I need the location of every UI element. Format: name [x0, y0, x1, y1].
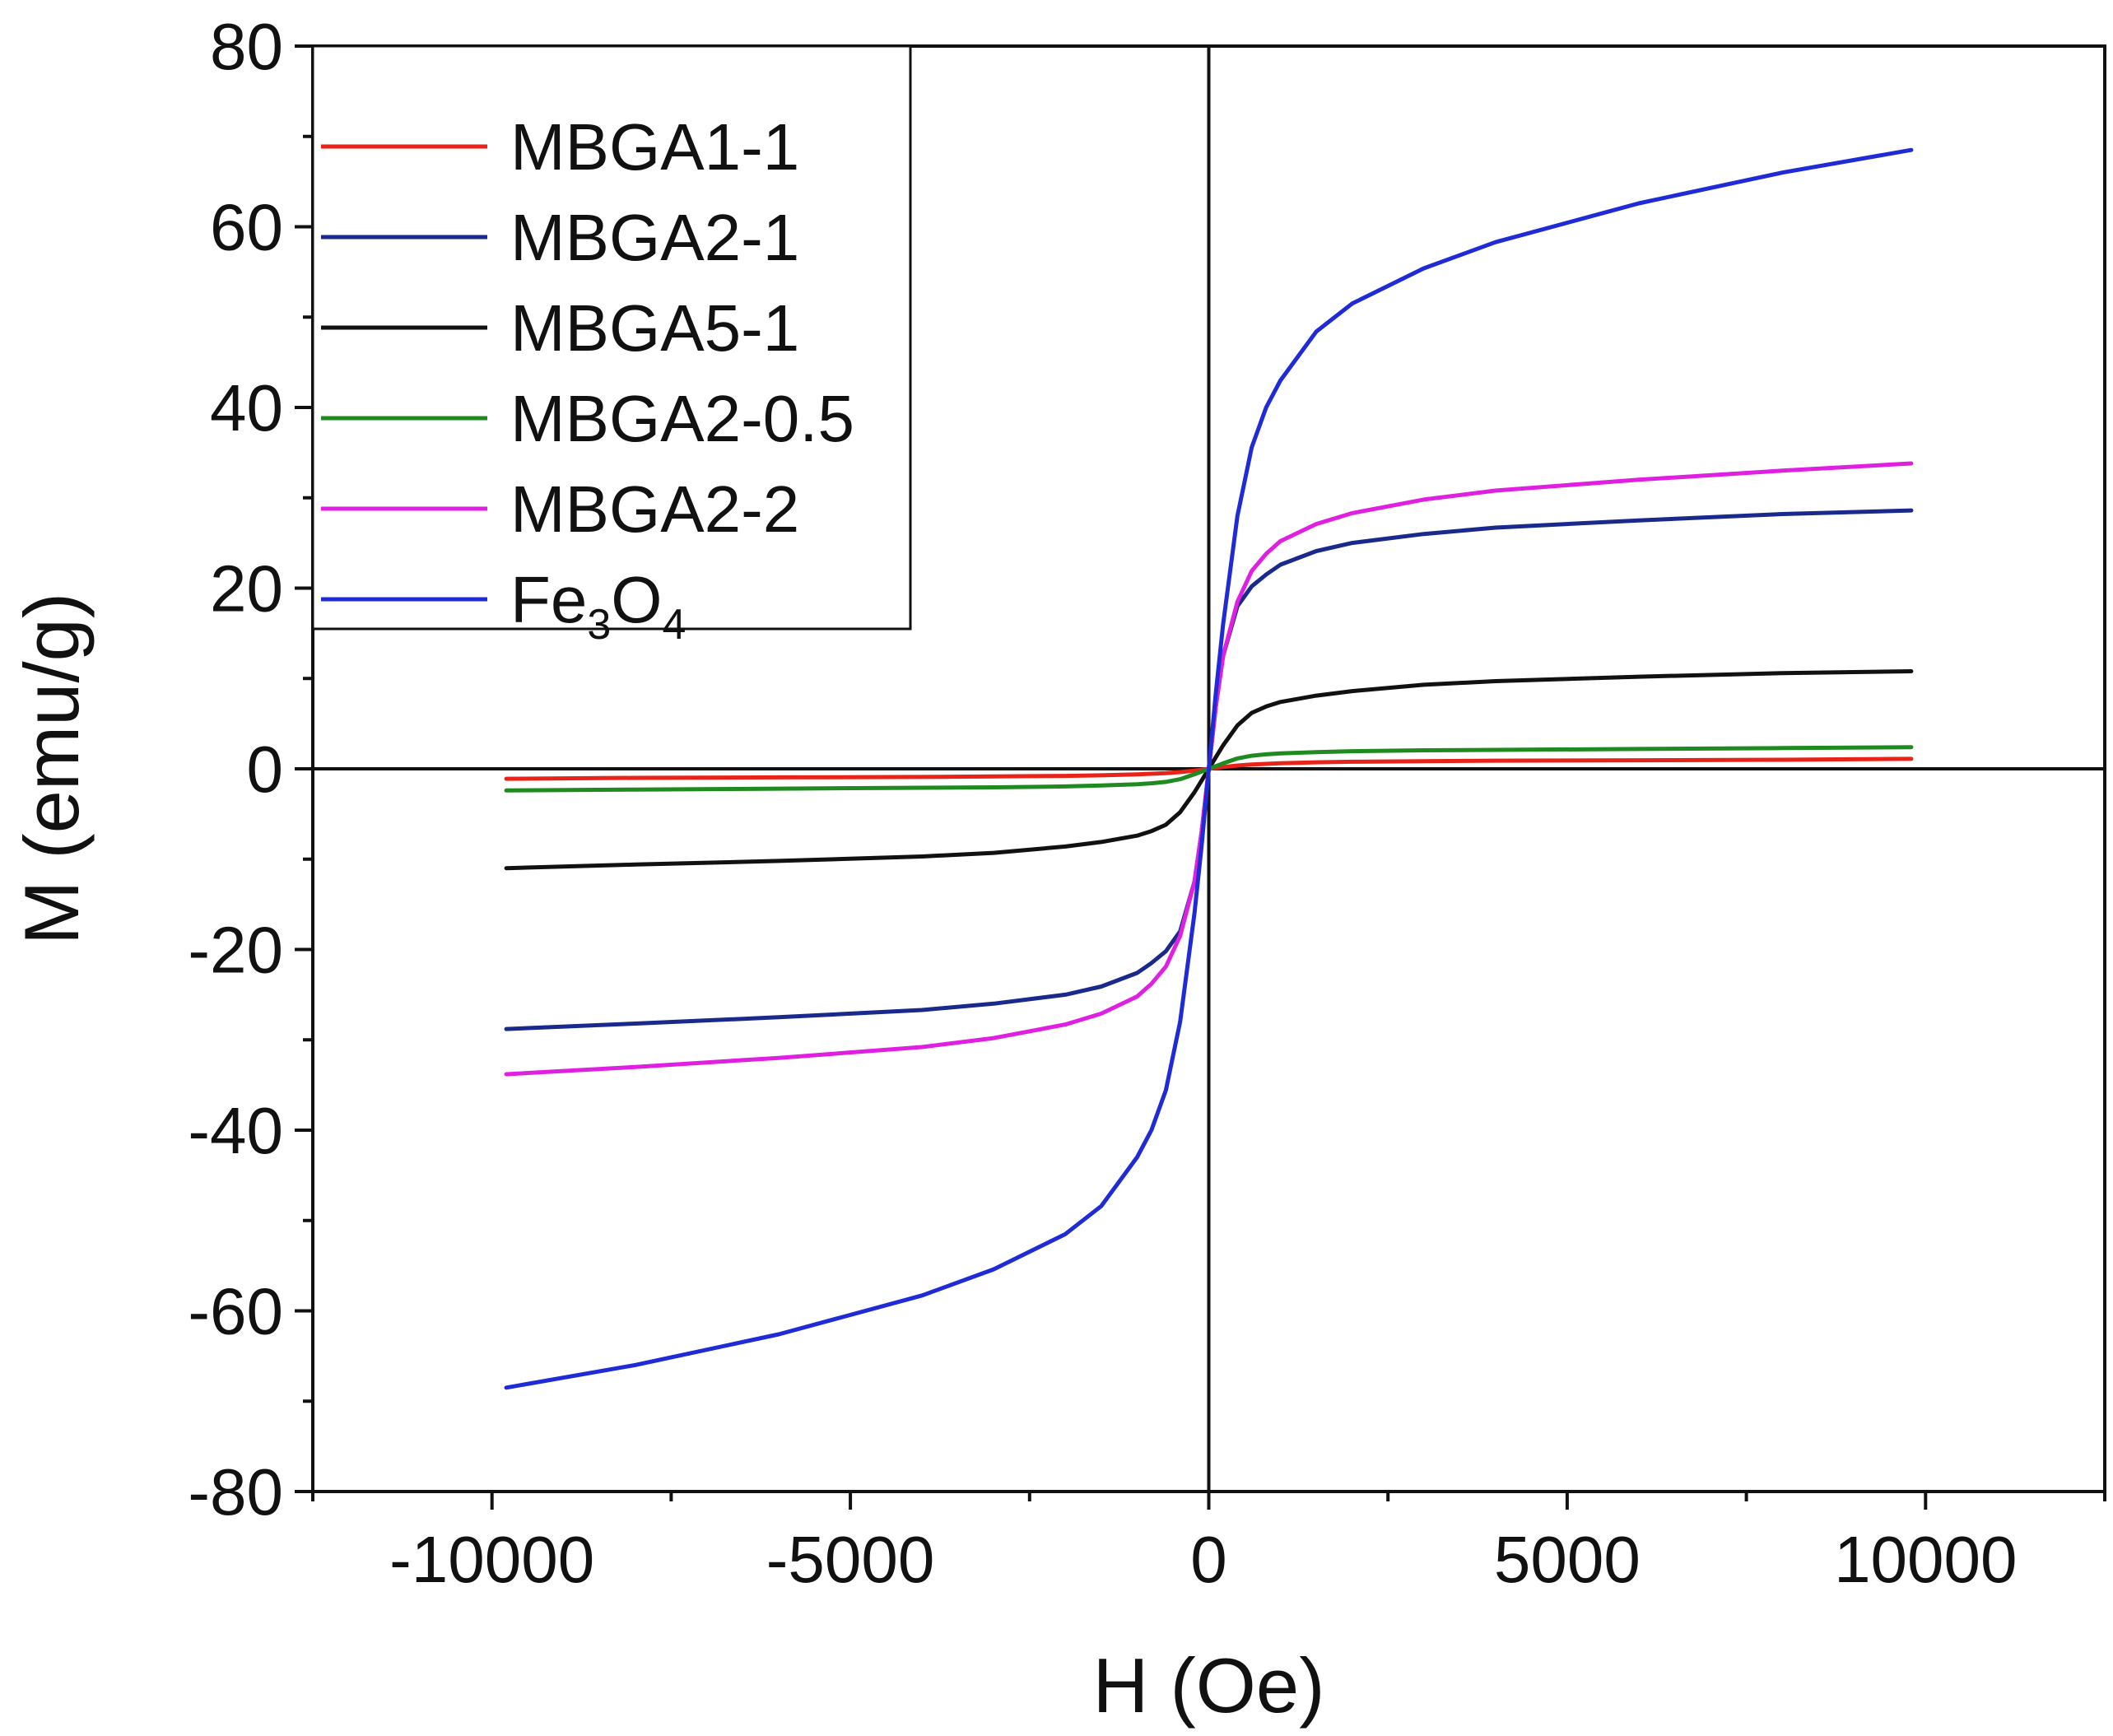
- tick-layer: [295, 44, 2106, 1510]
- legend-label: MBGA2-0.5: [510, 382, 854, 455]
- series-layer: [504, 147, 1914, 1390]
- series-line-fe3o4: [504, 147, 1914, 1390]
- y-tick-label: 60: [210, 191, 283, 264]
- x-tick-label: 0: [1190, 1523, 1227, 1596]
- y-tick-label: 40: [210, 371, 283, 444]
- legend-label: Fe3O4: [510, 563, 686, 649]
- y-axis-title: M (emu/g): [8, 593, 95, 945]
- legend-box: [311, 44, 912, 631]
- x-tick-label: -10000: [389, 1523, 594, 1596]
- y-tick-label: -40: [188, 1094, 283, 1167]
- legend-label: MBGA1-1: [510, 110, 799, 184]
- y-tick-label: 80: [210, 10, 283, 83]
- legend-label: MBGA2-1: [510, 201, 799, 274]
- legend-label: MBGA2-2: [510, 472, 799, 546]
- y-tick-labels: -80 -60 -40 -20 0 20 40 60 80: [188, 10, 283, 1529]
- x-tick-label: -5000: [766, 1523, 935, 1596]
- legend-entries: MBGA1-1 MBGA2-1 MBGA5-1 MBGA2-0.5 MBGA2-2 Fe3…: [321, 110, 854, 649]
- x-tick-label: 10000: [1834, 1523, 2017, 1596]
- x-axis-title: H (Oe): [1093, 1642, 1325, 1729]
- legend: MBGA1-1 MBGA2-1 MBGA5-1 MBGA2-0.5 MBGA2-2 Fe3…: [311, 44, 912, 649]
- y-tick-label: 20: [210, 552, 283, 626]
- y-tick-label: -20: [188, 914, 283, 987]
- y-tick-label: -60: [188, 1275, 283, 1348]
- y-tick-label: -80: [188, 1455, 283, 1529]
- x-tick-label: 5000: [1494, 1523, 1641, 1596]
- y-tick-label: 0: [247, 733, 284, 806]
- legend-label: MBGA5-1: [510, 291, 799, 365]
- x-tick-labels: -10000 -5000 0 5000 10000: [389, 1523, 2017, 1596]
